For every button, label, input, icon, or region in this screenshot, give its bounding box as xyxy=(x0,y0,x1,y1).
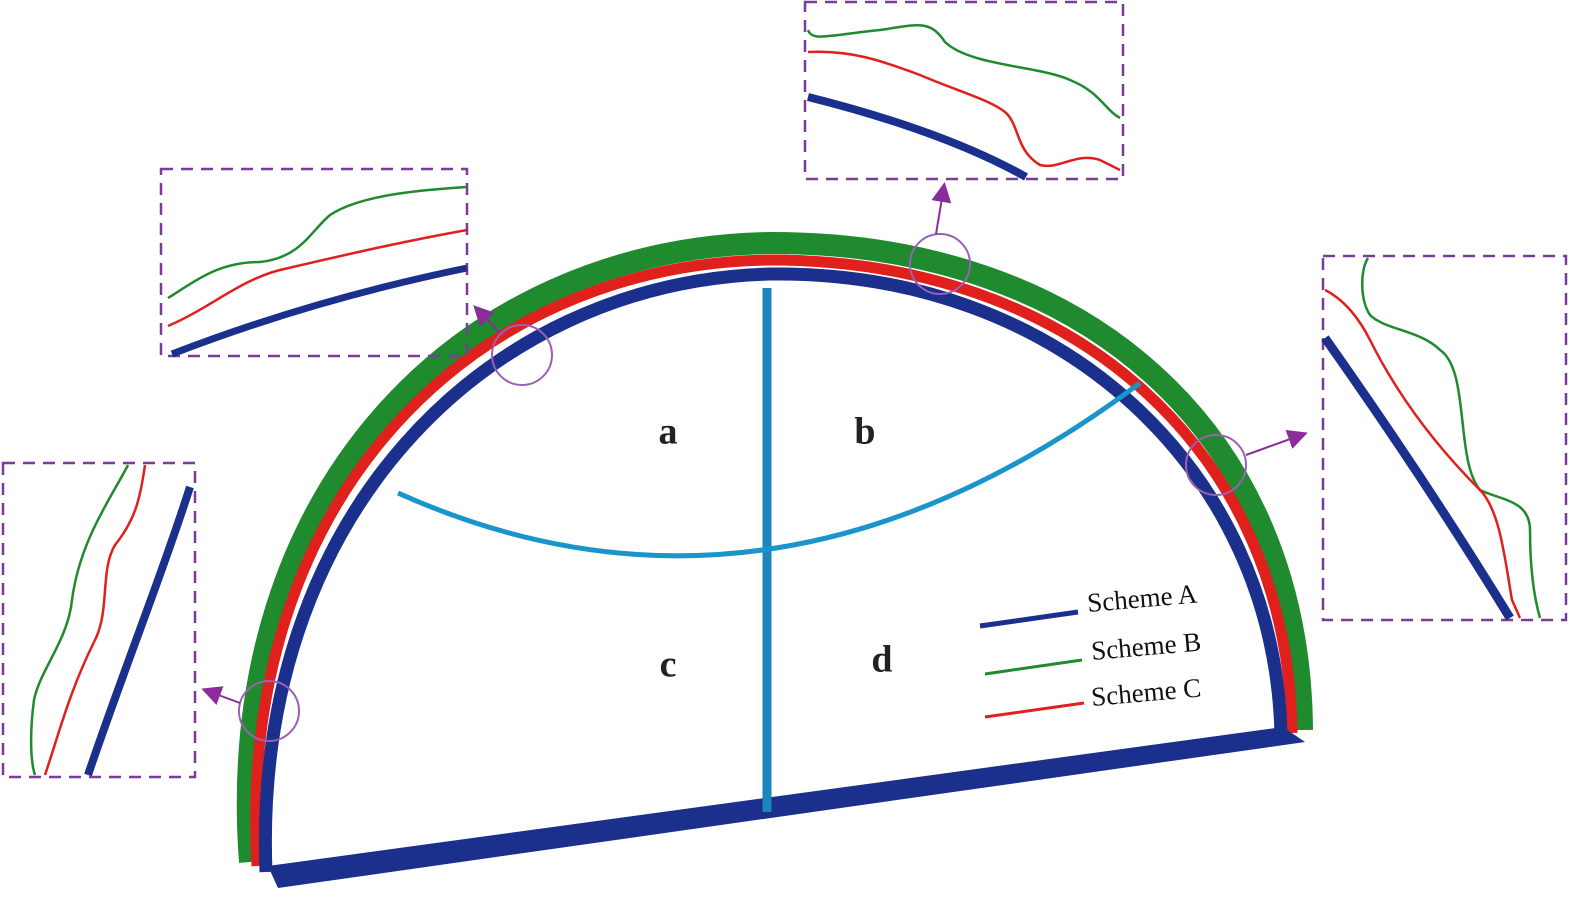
zoom-circle xyxy=(491,324,553,386)
region-label: a xyxy=(659,411,678,453)
inset-right xyxy=(1321,254,1568,622)
legend-swatch xyxy=(984,658,1083,676)
legend-label: Scheme B xyxy=(1090,626,1202,665)
zoom-arrow xyxy=(201,686,241,705)
legend-swatch xyxy=(979,609,1079,629)
zoom-arrow xyxy=(1245,430,1308,456)
curved-divider xyxy=(396,380,1142,559)
region-label: b xyxy=(854,411,875,453)
zoom-arrow xyxy=(931,182,952,235)
inset-top xyxy=(803,0,1125,181)
inset-left xyxy=(1,461,197,779)
zoom-circle xyxy=(238,680,300,742)
inset-upper-left xyxy=(159,167,469,358)
legend-swatch xyxy=(984,701,1085,719)
base-slab xyxy=(268,727,1305,888)
legend: Scheme A Scheme B Scheme C xyxy=(979,578,1202,719)
legend-label: Scheme A xyxy=(1086,578,1199,618)
legend-label: Scheme C xyxy=(1090,672,1202,711)
region-label: d xyxy=(871,639,892,681)
scheme-c-lining xyxy=(250,254,1298,867)
scheme-b-lining xyxy=(236,231,1313,863)
scheme-a-lining xyxy=(258,267,1288,873)
zoom-circle xyxy=(1185,434,1247,496)
zoom-circle xyxy=(909,233,971,295)
zoom-arrow xyxy=(473,305,501,334)
region-label: c xyxy=(660,644,677,686)
